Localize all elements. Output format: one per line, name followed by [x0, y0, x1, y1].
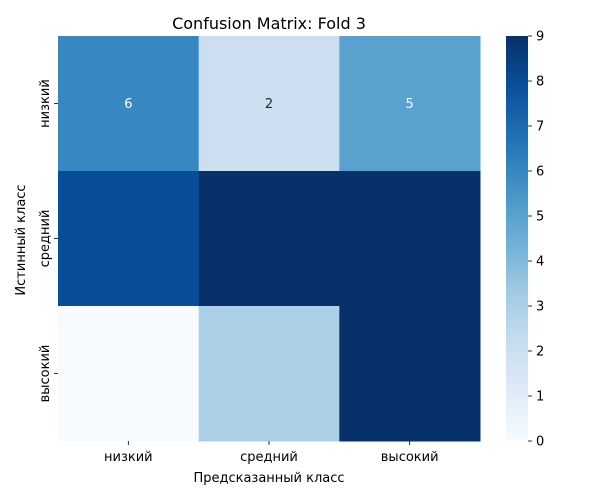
cell-annotation: 5: [406, 97, 414, 112]
y-tick-label: высокий: [38, 345, 53, 403]
colorbar-tick-label: 7: [536, 120, 544, 135]
heatmap-cells: [58, 36, 481, 442]
colorbar-tick-label: 8: [536, 75, 544, 90]
heatmap-cell: [58, 306, 200, 442]
colorbar-tick-label: 3: [536, 300, 544, 315]
heatmap-cell: [198, 171, 340, 307]
colorbar-tick-label: 6: [536, 165, 544, 180]
colorbar-tick-label: 5: [536, 210, 544, 225]
colorbar-tick-label: 1: [536, 390, 544, 405]
heatmap-cell: [198, 306, 340, 442]
chart-title: Confusion Matrix: Fold 3: [172, 14, 366, 33]
cell-annotations: 6 2 5: [124, 97, 414, 112]
y-axis: низкий средний высокий: [38, 79, 58, 402]
y-tick-label: средний: [38, 210, 53, 268]
heatmap-cell: [58, 171, 200, 307]
heatmap-cell: [198, 36, 340, 172]
cell-annotation: 6: [124, 97, 132, 112]
x-axis-label: Предсказанный класс: [193, 471, 344, 486]
cell-annotation: 2: [265, 97, 273, 112]
colorbar-tick-label: 0: [536, 435, 544, 450]
heatmap-cell: [339, 36, 481, 172]
y-tick-label: низкий: [38, 79, 53, 128]
x-tick-label: низкий: [104, 450, 153, 465]
x-tick-label: средний: [240, 450, 298, 465]
x-tick-label: высокий: [381, 450, 439, 465]
heatmap-cell: [58, 36, 200, 172]
x-axis: низкий средний высокий: [104, 441, 439, 465]
colorbar-gradient: [506, 36, 528, 441]
heatmap-cell: [339, 171, 481, 307]
colorbar-tick-label: 4: [536, 255, 544, 270]
colorbar-tick-label: 2: [536, 345, 544, 360]
y-axis-label: Истинный класс: [14, 184, 29, 295]
heatmap-cell: [339, 306, 481, 442]
colorbar: 0 1 2 3 4 5 6 7 8 9: [506, 30, 544, 450]
colorbar-tick-label: 9: [536, 30, 544, 45]
